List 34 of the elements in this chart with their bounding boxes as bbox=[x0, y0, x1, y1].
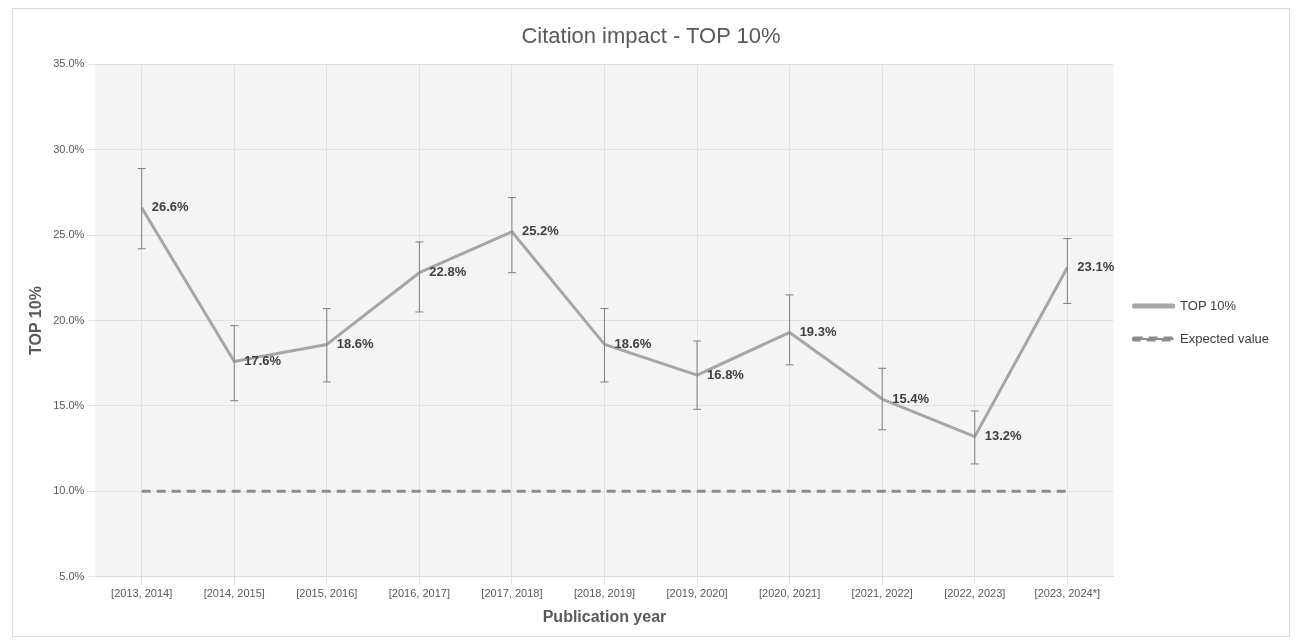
legend-label: TOP 10% bbox=[1180, 297, 1237, 313]
y-tick-label: 10.0% bbox=[53, 484, 85, 497]
chart-title: Citation impact - TOP 10% bbox=[521, 23, 781, 49]
x-tick-label: [2015, 2016] bbox=[296, 587, 358, 600]
data-label: 19.3% bbox=[799, 324, 837, 340]
x-tick-label: [2023, 2024*] bbox=[1034, 587, 1101, 600]
y-tick-label: 15.0% bbox=[53, 398, 85, 411]
x-axis-title: Publication year bbox=[542, 607, 667, 625]
y-tick-label: 35.0% bbox=[53, 57, 85, 70]
x-tick-label: [2022, 2023] bbox=[944, 587, 1006, 600]
y-tick-label: 25.0% bbox=[53, 228, 85, 241]
data-label: 13.2% bbox=[984, 428, 1023, 444]
x-tick-label: [2016, 2017] bbox=[388, 587, 450, 600]
data-label: 15.4% bbox=[892, 390, 930, 406]
data-label: 25.2% bbox=[521, 223, 560, 239]
x-tick-label: [2014, 2015] bbox=[203, 587, 265, 600]
data-label: 17.6% bbox=[244, 353, 282, 369]
x-tick-label: [2020, 2021] bbox=[759, 587, 821, 600]
data-label: 18.6% bbox=[336, 335, 375, 351]
y-tick-label: 30.0% bbox=[53, 142, 85, 155]
y-tick-label: 5.0% bbox=[59, 569, 85, 582]
data-label: 16.8% bbox=[707, 366, 745, 382]
data-label: 23.1% bbox=[1077, 259, 1115, 275]
data-label: 22.8% bbox=[429, 264, 467, 280]
x-tick-label: [2013, 2014] bbox=[111, 587, 173, 600]
x-tick-label: [2017, 2018] bbox=[481, 587, 543, 600]
x-tick-label: [2019, 2020] bbox=[666, 587, 728, 600]
x-tick-label: [2021, 2022] bbox=[851, 587, 913, 600]
data-label: 26.6% bbox=[151, 199, 189, 215]
y-tick-label: 20.0% bbox=[53, 313, 85, 326]
x-tick-label: [2018, 2019] bbox=[573, 587, 636, 600]
legend-label: Expected value bbox=[1180, 330, 1270, 346]
data-label: 18.6% bbox=[614, 335, 652, 351]
y-axis-title: TOP 10% bbox=[27, 286, 45, 355]
